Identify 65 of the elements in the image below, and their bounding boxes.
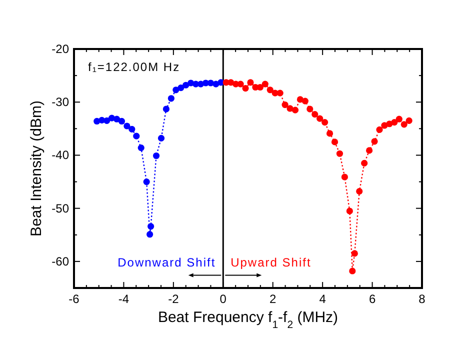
point: [172, 86, 180, 94]
point: [247, 79, 254, 86]
x-tick-label: 0: [220, 292, 227, 306]
point: [306, 106, 314, 112]
point: [351, 250, 358, 257]
point: [128, 126, 136, 132]
point: [376, 126, 383, 134]
point: [118, 118, 126, 125]
x-tick-label: 6: [368, 292, 376, 306]
y-tick-label: -60: [52, 254, 70, 268]
point: [391, 118, 398, 126]
annotation: f₁=122.00M Hz: [88, 60, 180, 74]
point: [146, 231, 154, 238]
point: [302, 98, 308, 104]
y-tick-label: -40: [52, 148, 70, 162]
point: [182, 82, 190, 88]
point: [276, 90, 284, 96]
point: [400, 121, 408, 128]
y-tick-label: -30: [52, 95, 70, 110]
point: [266, 86, 274, 94]
point: [113, 116, 120, 122]
point: [341, 174, 348, 180]
point: [104, 117, 110, 124]
point: [256, 84, 264, 91]
point: [178, 84, 184, 92]
point: [316, 115, 324, 122]
point: [322, 118, 328, 126]
point: [406, 117, 412, 124]
point: [292, 106, 299, 114]
point: [133, 132, 140, 140]
x-tick-label: 4: [319, 292, 326, 306]
point: [242, 85, 249, 92]
annotation: Upward Shift: [230, 255, 312, 270]
point: [262, 80, 268, 88]
point: [361, 160, 368, 166]
point: [349, 268, 356, 274]
point: [331, 138, 338, 146]
point: [396, 116, 402, 122]
x-axis-title: Beat Frequency f$_{1}$-f$_{2}$ (MHz): [158, 309, 338, 331]
y-tick-label: -20: [52, 42, 70, 56]
point: [124, 122, 130, 130]
point: [138, 144, 144, 152]
x-tick-label: -2: [168, 292, 180, 306]
point: [143, 178, 150, 186]
annotation: Downward Shift: [118, 255, 216, 270]
point: [312, 111, 318, 118]
y-tick-label: -50: [52, 201, 70, 216]
x-tick-label: -4: [118, 292, 130, 306]
point: [366, 147, 373, 154]
point: [336, 150, 344, 157]
x-tick-label: 8: [418, 292, 426, 306]
point: [148, 223, 154, 230]
x-tick-label: 2: [270, 292, 277, 306]
point: [168, 95, 174, 102]
point: [371, 138, 378, 145]
point: [282, 101, 288, 108]
point: [326, 130, 334, 137]
y-axis-title: Beat Intensity (dBm): [28, 100, 45, 236]
point: [346, 208, 353, 214]
x-tick-label: -6: [68, 292, 80, 306]
point: [158, 134, 165, 142]
point: [152, 152, 160, 160]
point: [237, 80, 244, 88]
point: [356, 188, 363, 195]
point: [162, 106, 170, 112]
